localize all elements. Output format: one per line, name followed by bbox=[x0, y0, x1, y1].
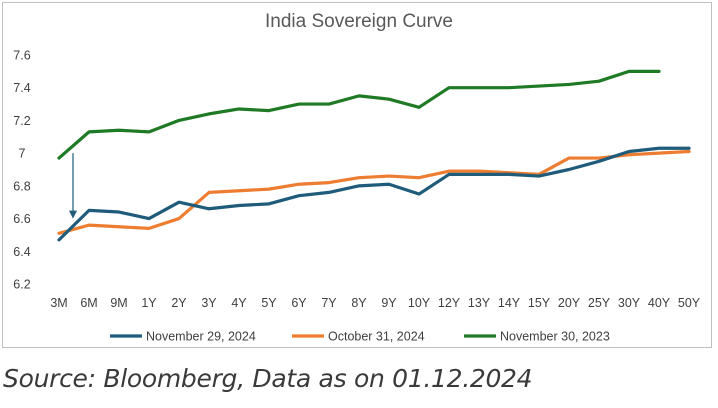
x-tick-label: 12Y bbox=[438, 296, 461, 310]
y-tick-label: 6.6 bbox=[13, 212, 30, 226]
x-tick-label: 20Y bbox=[558, 296, 581, 310]
legend-label: November 29, 2024 bbox=[146, 330, 256, 344]
series-lines bbox=[57, 69, 691, 242]
yield-curve-chart: India Sovereign Curve 6.2 6.4 6.6 6.8 7 7.2 7.… bbox=[13, 11, 700, 344]
x-tick-label: 8Y bbox=[351, 296, 367, 310]
y-tick-label: 7 bbox=[19, 147, 26, 161]
x-tick-label: 1Y bbox=[141, 296, 157, 310]
x-tick-label: 13Y bbox=[468, 296, 491, 310]
chart-frame bbox=[2, 2, 712, 348]
x-tick-label: 40Y bbox=[648, 296, 671, 310]
x-tick-label: 25Y bbox=[588, 296, 611, 310]
x-tick-label: 50Y bbox=[678, 296, 701, 310]
series-line bbox=[57, 149, 691, 235]
y-tick-label: 6.8 bbox=[13, 179, 30, 193]
x-tick-label: 14Y bbox=[498, 296, 521, 310]
x-tick-label: 3M bbox=[50, 296, 67, 310]
x-tick-label: 5Y bbox=[261, 296, 277, 310]
x-tick-label: 9M bbox=[110, 296, 127, 310]
legend-label: October 31, 2024 bbox=[328, 330, 425, 344]
y-tick-label: 7.4 bbox=[13, 81, 30, 95]
x-tick-label: 6Y bbox=[291, 296, 307, 310]
x-tick-label: 2Y bbox=[171, 296, 187, 310]
y-tick-label: 6.4 bbox=[13, 245, 30, 259]
chart-title: India Sovereign Curve bbox=[265, 11, 453, 32]
x-tick-label: 4Y bbox=[231, 296, 247, 310]
y-tick-label: 7.6 bbox=[13, 49, 30, 63]
x-axis-ticks: 3M 6M 9M 1Y 2Y 3Y 4Y 5Y 6Y 7Y 8Y 9Y 10Y 12Y 13Y 14Y 15Y 2… bbox=[50, 296, 700, 310]
x-tick-label: 7Y bbox=[321, 296, 337, 310]
x-tick-label: 10Y bbox=[408, 296, 431, 310]
series-line bbox=[57, 69, 661, 160]
annotation-arrow-head bbox=[69, 210, 77, 219]
x-tick-label: 30Y bbox=[618, 296, 641, 310]
y-tick-label: 6.2 bbox=[13, 278, 30, 292]
series-line bbox=[57, 146, 691, 242]
x-tick-label: 3Y bbox=[201, 296, 217, 310]
x-tick-label: 9Y bbox=[381, 296, 397, 310]
x-tick-label: 6M bbox=[80, 296, 97, 310]
y-axis-ticks: 6.2 6.4 6.6 6.8 7 7.2 7.4 7.6 bbox=[13, 49, 30, 292]
annotations bbox=[69, 153, 77, 219]
y-tick-label: 7.2 bbox=[13, 114, 30, 128]
x-tick-label: 15Y bbox=[528, 296, 551, 310]
legend: November 29, 2024 October 31, 2024 Novembe… bbox=[110, 330, 610, 344]
legend-label: November 30, 2023 bbox=[500, 330, 610, 344]
source-note: Source: Bloomberg, Data as on 01.12.2024 bbox=[3, 364, 533, 393]
